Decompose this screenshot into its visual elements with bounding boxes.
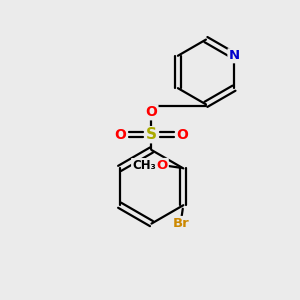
Text: O: O: [157, 159, 168, 172]
Text: N: N: [228, 49, 240, 62]
Text: CH₃: CH₃: [132, 159, 156, 172]
Text: O: O: [146, 105, 158, 119]
Text: O: O: [115, 128, 127, 142]
Text: S: S: [146, 127, 157, 142]
Text: Br: Br: [172, 217, 189, 230]
Text: O: O: [176, 128, 188, 142]
